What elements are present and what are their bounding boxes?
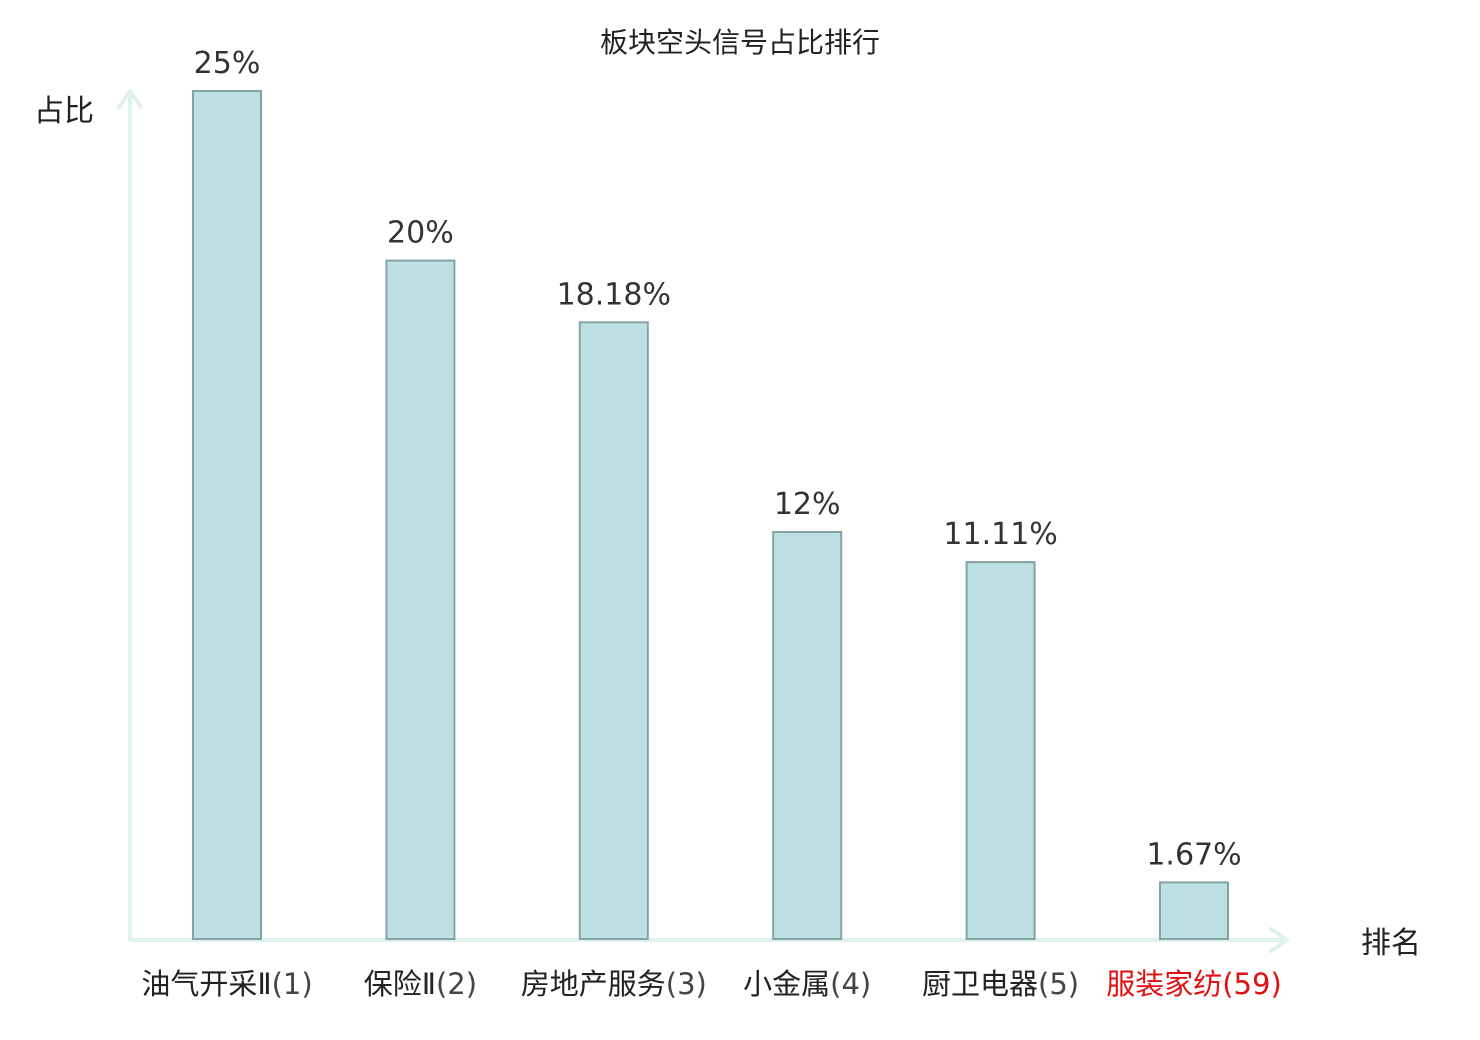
value-label-3: 18.18% [557,277,671,312]
category-rank: (4) [830,967,871,1001]
category-rank: (3) [666,967,707,1001]
value-label-5: 11.11% [943,517,1057,552]
bar-2 [385,259,456,941]
value-label-1: 25% [194,46,261,81]
bar-4 [772,531,843,940]
x-axis-arrow [1269,927,1289,953]
value-label-4: 12% [774,487,841,522]
bars [192,90,1229,941]
axes [117,89,1289,953]
bar-5 [965,561,1036,940]
category-label-1: 油气开采Ⅱ(1) [141,967,312,1001]
category-name: 油气开采Ⅱ [141,967,271,1001]
value-label-6: 1.67% [1146,837,1241,872]
category-rank: (59) [1222,967,1282,1001]
category-label-5: 厨卫电器(5) [922,967,1079,1001]
category-rank: (1) [272,967,313,1001]
category-label-2: 保险Ⅱ(2) [364,967,477,1001]
category-name: 保险Ⅱ [364,967,436,1001]
category-name: 房地产服务 [521,967,666,1001]
category-name: 厨卫电器 [922,967,1038,1001]
y-axis-label: 占比 [34,94,94,129]
chart-title: 板块空头信号占比排行 [600,26,880,59]
bar-6 [1159,881,1229,941]
category-name: 小金属 [743,967,830,1001]
bar-1 [192,90,262,940]
category-rank: (5) [1038,967,1079,1001]
category-label-3: 房地产服务(3) [521,967,707,1001]
category-label-6: 服装家纺(59) [1106,967,1282,1001]
category-label-4: 小金属(4) [743,967,871,1001]
category-name: 服装家纺 [1106,967,1222,1001]
bar-3 [578,321,649,940]
category-labels: 油气开采Ⅱ(1) 保险Ⅱ(2) 房地产服务(3) 小金属(4) 厨卫电器(5) 服装家纺(… [141,967,1281,1001]
x-axis-label: 排名 [1361,926,1421,961]
y-axis-arrow [117,89,143,109]
category-rank: (2) [436,967,477,1001]
value-labels: 25% 20% 18.18% 12% 11.11% 1.67% [194,46,1242,872]
value-label-2: 20% [387,216,454,251]
